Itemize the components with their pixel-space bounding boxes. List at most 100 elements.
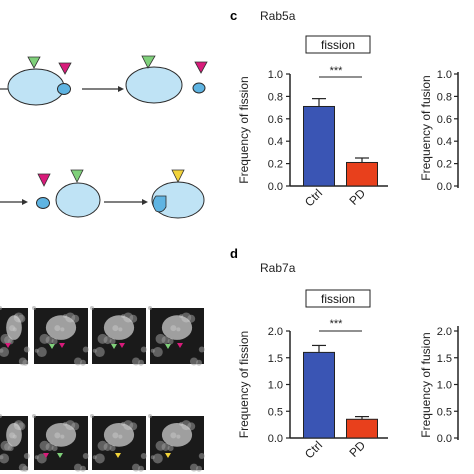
significance-d: *** <box>330 318 344 330</box>
magenta-arrowhead-icon <box>5 343 11 348</box>
partial-chart-d-right: Frequency of fusion 2.0 1.5 1.0 0.5 0.0 <box>419 326 459 445</box>
bar-ctrl <box>303 105 335 187</box>
assay-box-c <box>305 35 371 54</box>
micrograph-speckle <box>198 346 205 353</box>
vesicle-small <box>57 83 71 95</box>
micrograph-speckle <box>0 306 2 310</box>
green-arrowhead-icon <box>49 344 55 349</box>
yellow-arrowhead-icon <box>171 169 185 183</box>
right-y-tick-label: 1.0 <box>437 380 452 392</box>
micrograph-blob <box>45 423 77 447</box>
micrograph-speckle <box>73 357 82 366</box>
micrograph-speckle <box>97 333 108 344</box>
micrograph-speckle <box>140 346 147 353</box>
x-tick-label: PD <box>346 438 368 460</box>
micrograph-speckle <box>18 463 27 472</box>
right-ylabel-d: Frequency of fusion <box>419 332 433 437</box>
y-tick-label: 0.0 <box>268 433 283 445</box>
magenta-arrowhead-icon <box>37 173 51 187</box>
protein-label-c: Rab5a <box>260 9 296 23</box>
micrograph-blob <box>161 423 193 447</box>
micrograph-blob <box>45 315 77 340</box>
y-tick-label: 0.4 <box>268 136 283 148</box>
micrograph-speckle <box>0 455 4 460</box>
yellow-arrowhead-icon <box>165 453 171 458</box>
green-arrowhead-icon <box>27 56 41 69</box>
magenta-arrowhead-icon <box>58 62 72 75</box>
magenta-arrowhead-icon <box>59 343 65 348</box>
schematic-fusion-row <box>0 169 205 219</box>
y-tick-label: 1.0 <box>268 69 283 81</box>
right-y-tick-label: 0.0 <box>437 433 452 445</box>
micrograph-speckle <box>131 357 140 366</box>
micrograph-speckle <box>73 463 82 472</box>
micrograph-speckle <box>148 414 152 418</box>
micrograph-speckle <box>82 346 89 353</box>
bar-pd <box>346 418 378 439</box>
micrograph-speckle <box>0 348 4 353</box>
y-tick-label: 1.5 <box>268 353 283 365</box>
cell-large <box>55 182 101 218</box>
vesicle-merged <box>152 195 167 213</box>
assay-box-label-c: fission <box>321 38 355 52</box>
right-y-tick-label: 0.6 <box>437 114 452 126</box>
x-tick-label: Ctrl <box>302 438 325 461</box>
right-y-tick-label: 1.0 <box>437 69 452 81</box>
micrograph-speckle <box>36 453 47 464</box>
micrograph-speckle <box>94 347 105 358</box>
micrograph-speckle <box>92 455 97 460</box>
right-y-tick-label: 0.2 <box>437 159 452 171</box>
micrograph-blob <box>103 423 135 447</box>
micrograph-speckle <box>34 455 39 460</box>
y-tick-label: 0.0 <box>268 181 283 193</box>
micrograph-speckle <box>90 306 94 310</box>
bar-chart-c: 0.0 0.2 0.4 0.6 0.8 1.0 Frequency of fission Ct… <box>237 69 388 209</box>
panel-letter-d: d <box>230 246 238 261</box>
process-arrowhead-icon <box>22 199 28 205</box>
micrograph-speckle <box>152 347 163 358</box>
right-y-tick-label: 0.0 <box>437 181 452 193</box>
micrograph-speckle <box>131 463 140 472</box>
micrograph-blob <box>161 315 193 340</box>
micrograph-row-top <box>0 306 205 366</box>
right-y-tick-label: 0.8 <box>437 91 452 103</box>
micrograph-speckle <box>23 346 30 353</box>
right-y-tick-label: 0.5 <box>437 406 452 418</box>
bar-pd <box>346 161 378 187</box>
y-tick-label: 0.6 <box>268 114 283 126</box>
micrograph-speckle <box>94 453 105 464</box>
micrograph-speckle <box>140 453 147 460</box>
micrograph-speckle <box>198 453 205 460</box>
magenta-arrowhead-icon <box>43 453 49 458</box>
micrograph-speckle <box>0 440 11 451</box>
yellow-arrowhead-icon <box>115 453 121 458</box>
vesicle-small <box>192 82 206 94</box>
panel-letter-c: c <box>230 8 237 23</box>
micrograph-speckle <box>32 414 36 418</box>
cell-large <box>7 68 65 106</box>
right-y-tick-label: 1.5 <box>437 353 452 365</box>
schematic-fission-row <box>0 55 208 106</box>
magenta-arrowhead-icon <box>194 61 208 74</box>
y-axis-label: Frequency of fission <box>237 331 251 438</box>
micrograph-speckle <box>39 333 50 344</box>
y-tick-label: 0.5 <box>268 406 283 418</box>
micrograph-speckle <box>189 357 198 366</box>
micrograph-speckle <box>34 348 39 353</box>
micrograph-blob <box>6 423 22 447</box>
process-arrowhead-icon <box>142 199 148 205</box>
y-axis-label: Frequency of fission <box>237 76 251 183</box>
right-ylabel-c: Frequency of fusion <box>419 75 433 180</box>
micrograph-speckle <box>92 348 97 353</box>
magenta-arrowhead-icon <box>177 343 183 348</box>
micrograph-speckle <box>150 455 155 460</box>
micrograph-speckle <box>148 306 152 310</box>
micrograph-speckle <box>18 357 27 366</box>
green-arrowhead-icon <box>165 344 171 349</box>
y-tick-label: 0.8 <box>268 91 283 103</box>
magenta-arrowhead-icon <box>119 343 125 348</box>
micrograph-speckle <box>150 348 155 353</box>
green-arrowhead-icon <box>57 453 63 458</box>
protein-label-d: Rab7a <box>260 261 296 275</box>
